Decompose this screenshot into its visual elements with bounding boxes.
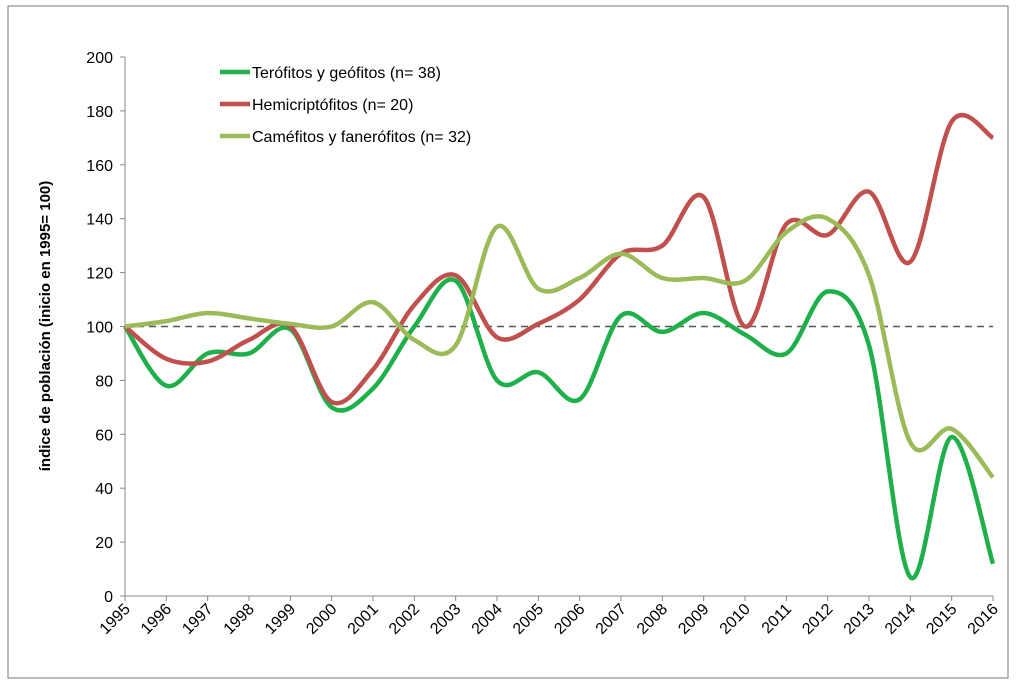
y-axis-label: índice de población (inicio en 1995= 100…: [37, 181, 54, 472]
legend-label: Caméfitos y fanerófitos (n= 32): [252, 129, 471, 146]
y-tick-label: 80: [95, 373, 113, 390]
chart-border: [7, 5, 1009, 679]
y-tick-label: 40: [95, 481, 113, 498]
y-tick-label: 20: [95, 535, 113, 552]
legend-label: Terófitos y geófitos (n= 38): [252, 65, 441, 82]
y-tick-label: 140: [86, 212, 113, 229]
y-tick-label: 160: [86, 158, 113, 175]
series-line: [123, 112, 995, 406]
y-tick-label: 180: [86, 104, 113, 121]
y-tick-label: 100: [86, 320, 113, 337]
legend-label: Hemicriptófitos (n= 20): [252, 97, 413, 114]
y-tick-label: 0: [104, 589, 113, 606]
series-line: [124, 214, 995, 479]
y-tick-label: 200: [86, 50, 113, 67]
y-tick-label: 60: [95, 427, 113, 444]
y-tick-label: 120: [86, 266, 113, 283]
